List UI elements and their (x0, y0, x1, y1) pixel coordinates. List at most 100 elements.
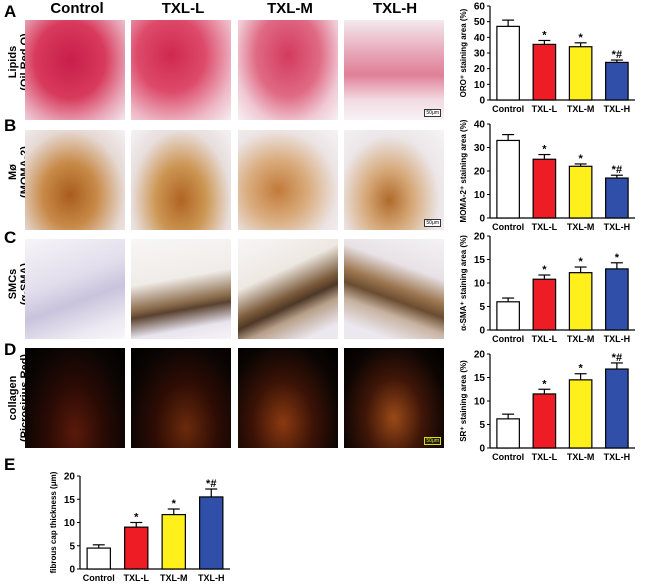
micrograph-collagen-txl-l (131, 348, 231, 448)
micrograph-asma-txl-l (131, 239, 231, 339)
y-tick-label: 40 (474, 33, 486, 44)
significance-label: *# (612, 49, 622, 61)
significance-label: * (615, 252, 620, 264)
x-tick-label: Control (492, 104, 524, 114)
y-tick-label: 10 (474, 80, 486, 91)
x-tick-label: TXL-H (604, 104, 631, 114)
y-tick-label: 20 (474, 167, 486, 178)
scale-bar: 50μm (424, 219, 441, 227)
chart-a: 0 10 20 30 40 50 60 ORO⁺ staining area (%) Contr… (460, 2, 635, 114)
bar-txl-l (532, 43, 557, 101)
micrograph-asma-txl-h (344, 239, 444, 339)
significance-label: * (578, 363, 583, 375)
y-axis-label: ORO⁺ staining area (%) (460, 8, 468, 97)
significance-label: * (578, 153, 583, 165)
y-axis-label: fibrous cap thickness (μm) (49, 471, 58, 573)
x-tick-label: TXL-M (567, 334, 595, 344)
y-tick-label: 5 (479, 420, 485, 431)
bar-txl-l (532, 158, 557, 219)
y-tick-label: 0 (479, 326, 485, 337)
x-tick-label: TXL-L (532, 222, 558, 232)
micrograph-moma2-txl-l (131, 130, 231, 230)
panel-letter-e: E (4, 455, 16, 474)
micrograph-moma2-control (25, 130, 125, 230)
x-tick-label: TXL-M (160, 573, 188, 583)
y-tick-label: 30 (474, 143, 486, 154)
bar-txl-l (532, 278, 557, 331)
x-tick-label: TXL-H (604, 222, 631, 232)
x-tick-label: TXL-H (604, 452, 631, 462)
bar-control (496, 418, 520, 449)
y-tick-label: 0 (479, 214, 485, 225)
bar-txl-h (199, 496, 224, 570)
bar-txl-m (161, 513, 186, 570)
y-tick-label: 60 (474, 2, 486, 13)
row-label-line1: collagen (7, 375, 19, 421)
chart-b: 0 10 20 30 40 MOMA-2⁺ staining area (%) Contro… (460, 119, 635, 232)
significance-label: *# (612, 164, 622, 176)
x-tick-label: TXL-L (532, 452, 558, 462)
y-axis-label: MOMA-2⁺ staining area (%) (460, 119, 468, 222)
significance-label: * (542, 378, 547, 390)
chart-e: 0 5 10 15 20 fibrous cap thickness (μm) Contro… (49, 471, 230, 583)
panel-letter-b: B (4, 116, 17, 135)
y-tick-label: 15 (474, 255, 486, 266)
x-tick-label: TXL-L (532, 104, 558, 114)
bar-txl-h (605, 177, 629, 219)
y-axis-label: α-SMA⁺ staining area (%) (460, 235, 468, 331)
x-tick-label: TXL-L (124, 573, 150, 583)
significance-label: *# (612, 352, 622, 364)
chart-c: 0 5 10 15 20 α-SMA⁺ staining area (%) Control *… (460, 232, 635, 344)
x-tick-label: TXL-M (567, 452, 595, 462)
significance-label: * (542, 264, 547, 276)
scale-bar: 50μm (424, 109, 441, 117)
bar-txl-m (568, 379, 593, 449)
y-tick-label: 0 (479, 96, 485, 107)
micrograph-lipids-txl-h: 50μm (344, 20, 444, 120)
y-axis-label: SR⁺ staining area (%) (460, 360, 468, 442)
y-tick-label: 10 (474, 190, 486, 201)
y-tick-label: 10 (64, 518, 76, 529)
significance-label: * (172, 498, 177, 510)
bar-txl-m (568, 46, 593, 101)
micrograph-collagen-control (25, 348, 125, 448)
micrograph-asma-control (25, 239, 125, 339)
micrograph-moma2-txl-h: 50μm (344, 130, 444, 230)
bar-txl-l (532, 393, 557, 449)
significance-label: * (578, 256, 583, 268)
significance-label: * (578, 32, 583, 44)
panel-letter-c: C (4, 228, 17, 247)
x-tick-label: TXL-M (567, 104, 595, 114)
y-tick-label: 20 (474, 232, 486, 243)
bar-control (496, 139, 520, 219)
y-tick-label: 15 (474, 373, 486, 384)
chart-d: 0 5 10 15 20 SR⁺ staining area (%) Control * TXL… (460, 350, 635, 462)
row-label-line1: Mø (7, 164, 19, 180)
x-tick-label: TXL-M (567, 222, 595, 232)
row-label-line1: SMCs (7, 268, 19, 300)
micrograph-lipids-txl-m (238, 20, 338, 120)
panel-letter-a: A (4, 2, 17, 21)
y-tick-label: 5 (479, 302, 485, 313)
scale-bar: 50μm (424, 437, 441, 445)
micrograph-lipids-txl-l (131, 20, 231, 120)
column-header-control: Control (50, 0, 104, 17)
bar-control (496, 25, 520, 101)
y-tick-label: 0 (69, 565, 75, 576)
x-tick-label: Control (83, 573, 115, 583)
bar-txl-h (605, 368, 629, 449)
bar-control (86, 547, 111, 570)
column-header-txl-h: TXL-H (372, 0, 418, 17)
significance-label: * (542, 29, 547, 41)
y-tick-label: 10 (474, 397, 486, 408)
bar-txl-h (605, 61, 629, 101)
y-tick-label: 30 (474, 49, 486, 60)
significance-label: *# (206, 478, 216, 490)
column-header-txl-m: TXL-M (267, 0, 313, 17)
x-tick-label: Control (492, 452, 524, 462)
micrograph-moma2-txl-m (238, 130, 338, 230)
y-tick-label: 0 (479, 444, 485, 455)
x-tick-label: TXL-H (604, 334, 631, 344)
y-tick-label: 10 (474, 279, 486, 290)
row-label-line1: Lipids (7, 45, 19, 79)
